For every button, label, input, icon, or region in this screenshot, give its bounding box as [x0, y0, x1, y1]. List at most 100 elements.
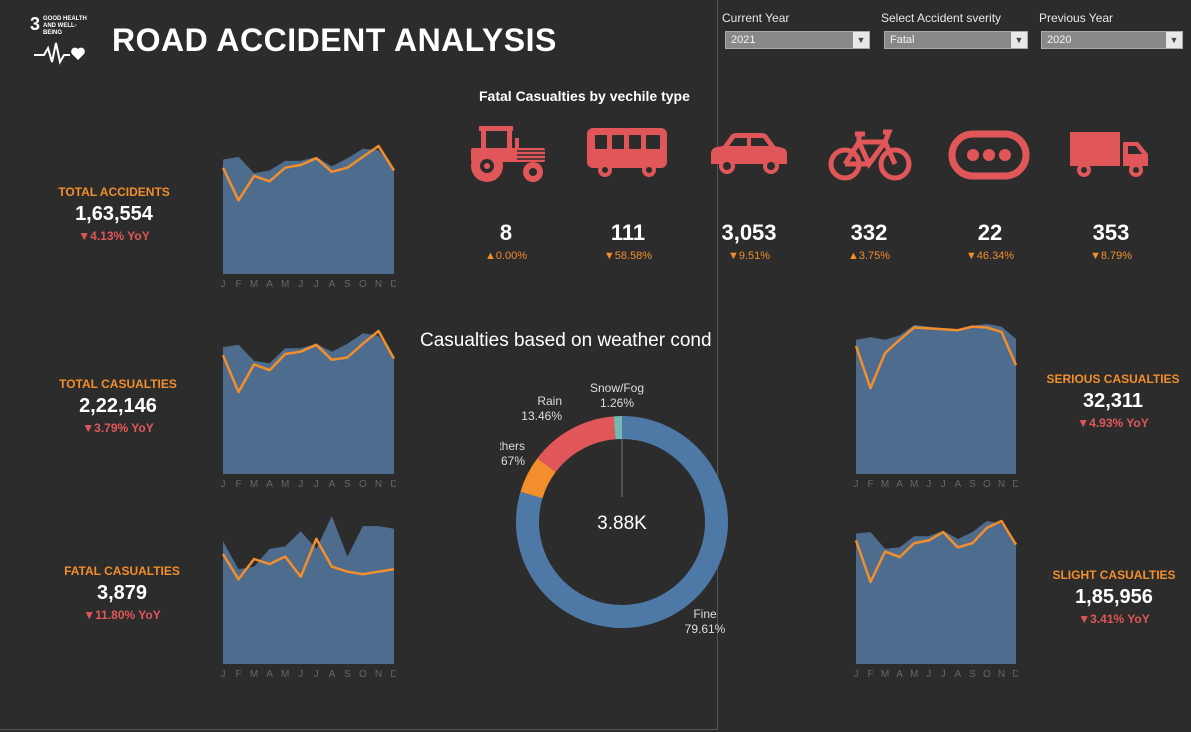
area-series-previous — [223, 148, 394, 274]
month-tick-label: S — [344, 479, 351, 490]
month-tick-label: J — [926, 669, 931, 680]
month-tick-label: J — [314, 279, 319, 290]
slice-label: Rain — [537, 394, 562, 408]
vehicle-section-title: Fatal Casualties by vechile type — [479, 88, 690, 104]
area-series-previous — [856, 324, 1016, 474]
donut-slice-rain — [537, 416, 616, 473]
month-tick-label: F — [235, 669, 241, 680]
month-tick-label: M — [881, 669, 889, 680]
slice-label: Others — [500, 439, 525, 453]
month-tick-label: M — [910, 479, 918, 490]
month-tick-label: J — [221, 279, 226, 290]
line-series-current — [221, 144, 396, 202]
month-tick-label: J — [854, 669, 859, 680]
chevron-down-icon: ▼ — [853, 32, 869, 48]
month-tick-label: J — [926, 479, 931, 490]
more-icon — [948, 130, 1030, 180]
month-tick-label: J — [221, 479, 226, 490]
month-tick-label: O — [359, 279, 367, 290]
month-tick-label: S — [969, 669, 976, 680]
month-tick-label: S — [344, 279, 351, 290]
vehicle-delta-truck: ▼8.79% — [1089, 250, 1133, 262]
kpi-label-serious-casualties: SERIOUS CASUALTIES — [1046, 372, 1180, 386]
month-tick-label: N — [375, 279, 382, 290]
month-tick-label: M — [281, 279, 289, 290]
severity-label: Select Accident sverity — [881, 11, 1002, 25]
line-series-current — [854, 325, 1018, 390]
month-tick-label: M — [250, 279, 258, 290]
kpi-value-serious-casualties: 32,311 — [1082, 390, 1144, 412]
area-series-previous — [223, 333, 394, 474]
truck-icon — [1070, 132, 1148, 177]
month-tick-label: D — [390, 279, 396, 290]
month-tick-label: J — [941, 479, 946, 490]
month-tick-label: N — [375, 479, 382, 490]
previous-year-label: Previous Year — [1039, 11, 1114, 25]
month-tick-label: J — [314, 669, 319, 680]
month-tick-label: J — [298, 669, 303, 680]
area-series-previous — [856, 521, 1016, 664]
month-tick-label: O — [359, 479, 367, 490]
month-tick-label: D — [1012, 669, 1018, 680]
line-series-current — [221, 329, 396, 394]
kpi-yoy-slight-casualties: ▼3.41% YoY — [1078, 612, 1150, 626]
vehicle-value-truck: 353 — [1092, 220, 1130, 245]
car-icon — [711, 133, 787, 174]
slice-percent: 79.61% — [685, 622, 726, 636]
slice-percent: 13.46% — [521, 409, 562, 423]
previous-year-value: 2020 — [1047, 34, 1072, 46]
current-year-select[interactable]: 2021 ▼ — [725, 31, 870, 49]
month-tick-label: J — [314, 479, 319, 490]
current-year-value: 2021 — [731, 34, 756, 46]
logo-text: GOOD HEALTH AND WELL-BEING — [43, 16, 92, 37]
month-tick-label: A — [266, 669, 273, 680]
heartbeat-icon — [34, 42, 85, 65]
vehicle-delta-bicycle: ▲3.75% — [847, 250, 891, 262]
kpi-yoy-total-casualties: ▼3.79% YoY — [82, 421, 154, 435]
vehicle-value-bus: 111 — [610, 220, 646, 245]
vehicle-delta-car: ▼9.51% — [727, 250, 771, 262]
month-tick-label: A — [266, 479, 273, 490]
slice-label: Snow/Fog — [590, 381, 644, 395]
slice-label: Fine — [693, 607, 717, 621]
month-tick-label: M — [250, 479, 258, 490]
kpi-yoy-total-accidents: ▼4.13% YoY — [78, 229, 150, 243]
month-tick-label: S — [344, 669, 351, 680]
bus-icon — [587, 128, 667, 177]
month-tick-label: M — [281, 669, 289, 680]
page-title: ROAD ACCIDENT ANALYSIS — [112, 22, 557, 58]
logo-line1: GOOD HEALTH — [43, 16, 87, 22]
kpi-label-slight-casualties: SLIGHT CASUALTIES — [1052, 568, 1176, 582]
line-series-current — [854, 519, 1018, 584]
previous-year-select[interactable]: 2020 ▼ — [1041, 31, 1183, 49]
line-series-current — [221, 537, 395, 581]
slice-percent: 1.26% — [600, 396, 634, 410]
vehicle-delta-other: ▼46.34% — [965, 250, 1015, 262]
month-tick-label: A — [328, 669, 335, 680]
tractor-icon — [471, 126, 545, 182]
vehicle-value-tractor: 8 — [499, 220, 513, 245]
chevron-down-icon: ▼ — [1166, 32, 1182, 48]
weather-chart-title: Casualties based on weather cond — [420, 330, 712, 351]
month-tick-label: M — [910, 669, 918, 680]
donut-slice-snow-fog — [613, 416, 622, 440]
month-tick-label: J — [854, 479, 859, 490]
month-tick-label: N — [998, 669, 1005, 680]
vehicle-delta-tractor: ▲0.00% — [484, 250, 528, 262]
severity-value: Fatal — [890, 34, 915, 46]
severity-select[interactable]: Fatal ▼ — [884, 31, 1028, 49]
month-tick-label: A — [954, 669, 961, 680]
chevron-down-icon: ▼ — [1011, 32, 1027, 48]
vehicle-value-car: 3,053 — [721, 220, 777, 245]
kpi-label-total-accidents: TOTAL ACCIDENTS — [58, 185, 170, 199]
month-tick-label: A — [896, 479, 903, 490]
month-tick-label: M — [281, 479, 289, 490]
month-tick-label: O — [983, 669, 991, 680]
month-tick-label: N — [375, 669, 382, 680]
